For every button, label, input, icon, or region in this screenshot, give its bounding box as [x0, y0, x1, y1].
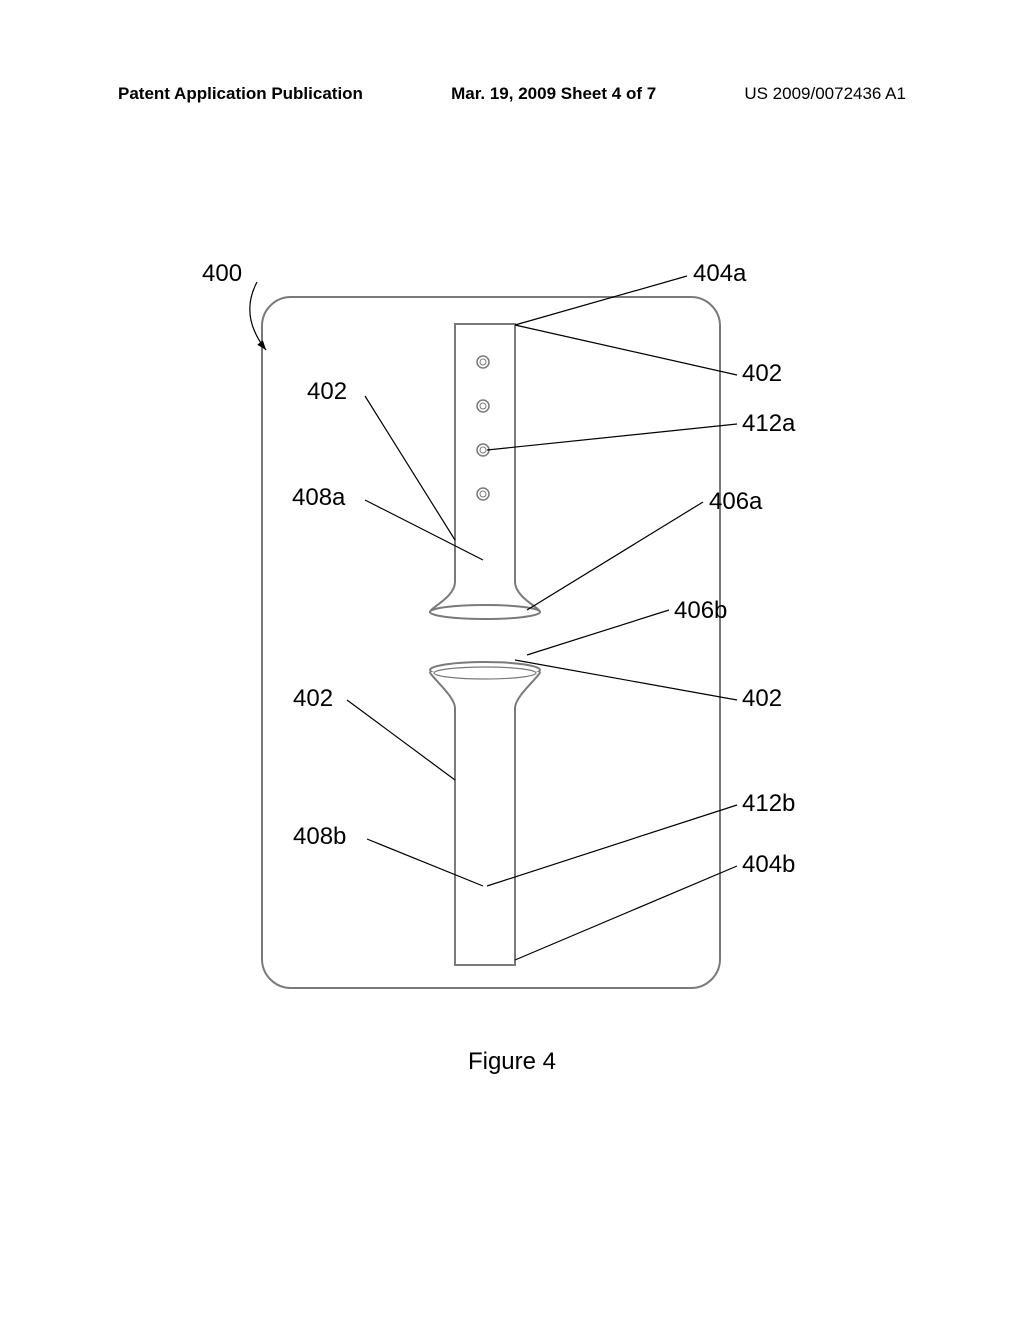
label-400: 400 — [202, 260, 242, 288]
label-402-bottom-left: 402 — [293, 685, 333, 713]
label-402-bottom-right: 402 — [742, 685, 782, 713]
label-402-top-right: 402 — [742, 360, 782, 388]
header-publication: Patent Application Publication — [118, 84, 363, 104]
label-406a: 406a — [709, 488, 762, 516]
header-date-sheet: Mar. 19, 2009 Sheet 4 of 7 — [451, 84, 656, 104]
label-402-top-left: 402 — [307, 378, 347, 406]
label-408b: 408b — [293, 823, 346, 851]
figure-4-area: 400 404a 402 402 412a 408a 406a 406b 402… — [197, 260, 775, 1004]
figure-caption: Figure 4 — [0, 1048, 1024, 1076]
label-408a: 408a — [292, 484, 345, 512]
label-406b: 406b — [674, 597, 727, 625]
label-412a: 412a — [742, 410, 795, 438]
label-404a: 404a — [693, 260, 746, 288]
header-patent-number: US 2009/0072436 A1 — [744, 84, 906, 104]
figure-diagram — [197, 260, 817, 1020]
label-412b: 412b — [742, 790, 795, 818]
label-404b: 404b — [742, 851, 795, 879]
